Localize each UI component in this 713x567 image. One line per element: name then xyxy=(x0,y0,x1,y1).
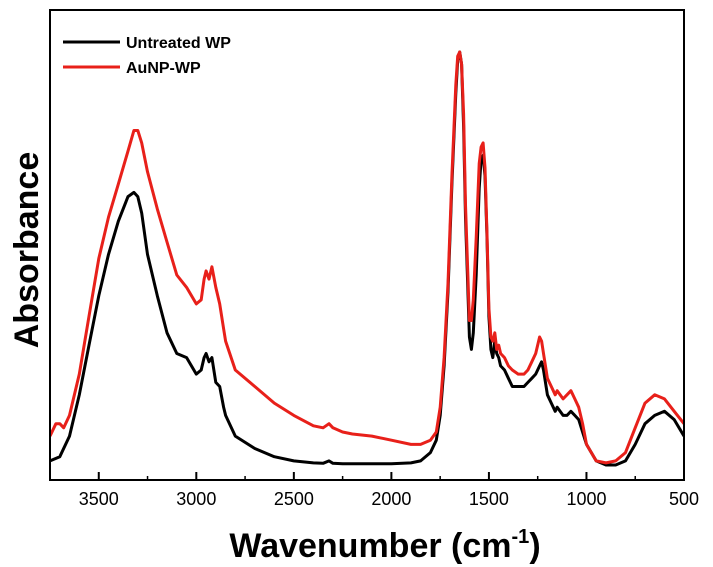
series-layer xyxy=(50,50,684,467)
x-axis-title-main: Wavenumber (cm xyxy=(229,527,511,565)
x-tick-label: 3000 xyxy=(176,489,216,509)
x-ticks: 3500 3000 2500 2000 1500 1000 500 xyxy=(49,472,699,509)
x-tick-label: 1000 xyxy=(566,489,606,509)
legend-label-1: Untreated WP xyxy=(126,35,231,52)
x-axis-title: Wavenumber (cm-1) xyxy=(229,526,540,565)
plot-frame xyxy=(49,9,685,481)
x-tick-label: 3500 xyxy=(79,489,119,509)
legend-label-2: AuNP-WP xyxy=(126,60,201,77)
x-axis-title-close: ) xyxy=(529,527,540,565)
series-line-1 xyxy=(50,50,684,467)
x-axis-title-superscript: -1 xyxy=(512,526,530,548)
series-line-2 xyxy=(50,50,684,465)
x-tick-label: 2500 xyxy=(274,489,314,509)
x-tick-label: 500 xyxy=(669,489,699,509)
x-tick-label: 2000 xyxy=(371,489,411,509)
y-axis-title: Absorbance xyxy=(8,152,46,349)
x-tick-label: 1500 xyxy=(469,489,509,509)
legend: Untreated WP AuNP-WP xyxy=(63,35,231,77)
